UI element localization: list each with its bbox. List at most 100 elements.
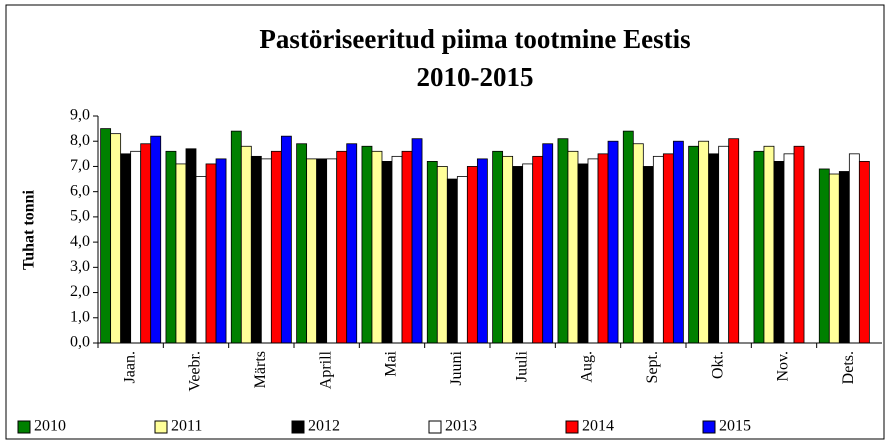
y-tick-label: 4,0	[70, 233, 90, 250]
bar	[672, 140, 684, 344]
bar	[215, 158, 227, 344]
y-tick-label: 7,0	[70, 157, 90, 174]
y-tick-label: 5,0	[70, 208, 90, 225]
bar	[230, 130, 242, 344]
bar	[280, 135, 292, 344]
y-tick-label: 3,0	[70, 258, 90, 275]
bar	[532, 155, 544, 344]
legend-swatch	[702, 420, 716, 434]
bar	[195, 176, 207, 344]
bar	[456, 176, 468, 344]
bar	[763, 145, 775, 344]
x-tick-label: Aprill	[317, 350, 334, 389]
bar	[346, 143, 358, 344]
bar	[708, 153, 720, 344]
bar	[130, 150, 142, 344]
bar	[783, 153, 795, 344]
bar	[597, 153, 609, 344]
x-tick-label: Juuni	[448, 350, 465, 385]
x-tick-label: Mai	[383, 350, 400, 376]
y-tick-label: 8,0	[70, 132, 90, 149]
legend-label: 2015	[719, 418, 751, 435]
bar	[436, 166, 448, 344]
bar	[165, 150, 177, 344]
bar	[858, 160, 870, 344]
x-tick-label: Märts	[252, 351, 269, 388]
bar	[371, 150, 383, 344]
bar	[411, 138, 423, 344]
legend-label: 2012	[308, 418, 340, 435]
bar	[326, 158, 338, 344]
legend-label: 2013	[445, 418, 477, 435]
chart-title: Pastöriseeritud piima tootmine Eestis	[259, 24, 690, 54]
bar	[175, 163, 187, 344]
x-tick-label: Jaan.	[121, 351, 138, 383]
bar	[401, 150, 413, 344]
bar	[753, 150, 765, 344]
bar	[662, 153, 674, 344]
bar	[688, 145, 700, 344]
bar	[577, 163, 589, 344]
x-tick-label: Juuli	[513, 350, 530, 382]
bar	[316, 158, 328, 344]
bar	[642, 166, 654, 344]
bar	[567, 150, 579, 344]
bar	[542, 143, 554, 344]
bar	[557, 138, 569, 344]
legend-label: 2014	[582, 418, 614, 435]
bar	[426, 160, 438, 344]
bar	[120, 153, 132, 344]
plot-area	[98, 116, 882, 343]
bar	[818, 168, 830, 344]
x-tick-label: Okt.	[709, 351, 726, 379]
bar	[140, 143, 152, 344]
bar	[476, 158, 488, 344]
legend-label: 2011	[171, 418, 202, 435]
bar	[381, 160, 393, 344]
legend-label: 2010	[34, 418, 66, 435]
y-tick-label: 6,0	[70, 182, 90, 199]
bar	[698, 140, 710, 344]
x-tick-label: Sept.	[644, 351, 661, 383]
bar	[361, 145, 373, 344]
y-tick-label: 9,0	[70, 107, 90, 124]
bar	[110, 133, 122, 344]
bar	[296, 143, 308, 344]
bar	[838, 171, 850, 344]
bar	[502, 155, 514, 344]
legend-swatch	[428, 420, 442, 434]
x-tick-label: Veebr.	[187, 351, 204, 391]
bar	[100, 128, 112, 344]
bar	[306, 158, 318, 344]
bar	[587, 158, 599, 344]
x-tick-label: Dets.	[840, 351, 857, 384]
bar	[466, 166, 478, 344]
bar	[446, 178, 458, 344]
x-tick-label: Nov.	[775, 351, 792, 382]
y-tick-label: 1,0	[70, 308, 90, 325]
bar	[260, 158, 272, 344]
bar	[240, 145, 252, 344]
legend-swatch	[291, 420, 305, 434]
bar	[773, 160, 785, 344]
y-tick-label: 0,0	[70, 334, 90, 351]
bar	[270, 150, 282, 344]
bar	[205, 163, 217, 344]
bar	[848, 153, 860, 344]
bar	[728, 138, 740, 344]
bar	[652, 155, 664, 344]
bar	[793, 145, 805, 344]
bar	[718, 145, 730, 344]
bar	[622, 130, 634, 344]
y-tick-label: 2,0	[70, 283, 90, 300]
bar	[492, 150, 504, 344]
bar	[150, 135, 162, 344]
legend-swatch	[17, 420, 31, 434]
y-axis-label: Tuhat tonni	[21, 190, 38, 270]
bar	[391, 155, 403, 344]
bar	[336, 150, 348, 344]
bar	[522, 163, 534, 344]
bar	[828, 173, 840, 344]
chart-title: 2010-2015	[417, 62, 534, 92]
